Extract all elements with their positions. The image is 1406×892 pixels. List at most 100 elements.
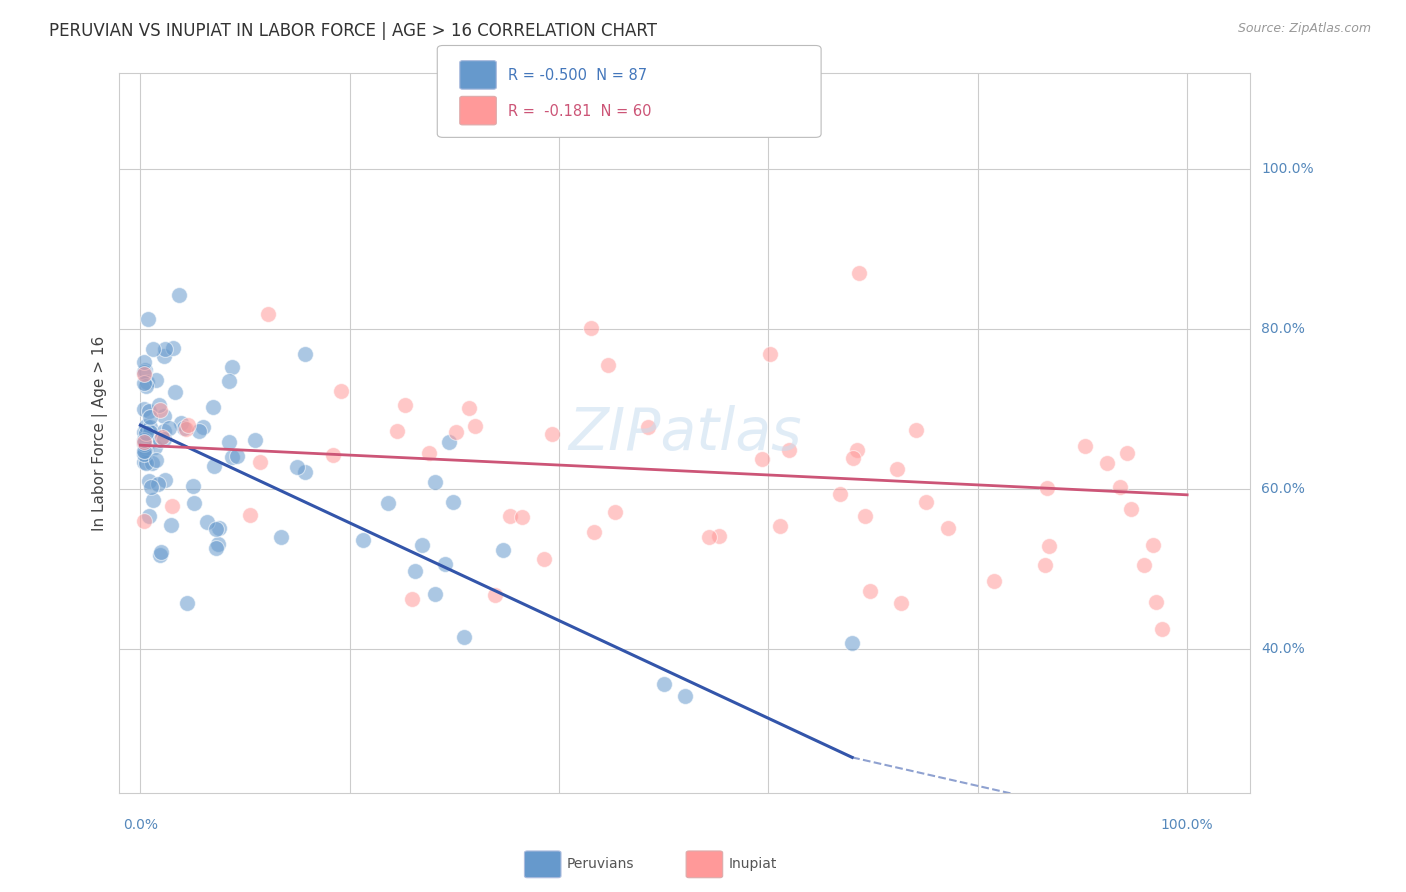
Point <box>207 537 229 551</box>
Point <box>437 435 460 450</box>
Point <box>174 422 197 436</box>
Point <box>652 676 675 690</box>
Point <box>433 557 456 571</box>
Point <box>425 587 447 601</box>
Point <box>153 433 176 447</box>
Point <box>188 425 211 439</box>
Point <box>257 307 280 321</box>
Point <box>134 443 156 458</box>
Point <box>135 375 157 389</box>
Point <box>1074 439 1097 453</box>
Point <box>132 401 155 416</box>
Point <box>596 358 619 372</box>
Point <box>153 425 176 439</box>
Point <box>491 542 513 557</box>
Point <box>637 420 659 434</box>
Text: R = -0.500  N = 87: R = -0.500 N = 87 <box>508 69 647 83</box>
Point <box>132 514 155 528</box>
Point <box>163 385 186 400</box>
Point <box>446 425 468 439</box>
Point <box>160 499 183 513</box>
Point <box>243 434 266 448</box>
Point <box>904 423 927 437</box>
Point <box>1108 480 1130 494</box>
Point <box>150 544 173 558</box>
Point <box>1142 538 1164 552</box>
Point <box>218 434 240 449</box>
Point <box>484 588 506 602</box>
Text: 80.0%: 80.0% <box>1261 322 1305 336</box>
Point <box>153 342 176 356</box>
Point <box>1119 501 1142 516</box>
Point <box>141 457 163 471</box>
Point <box>453 630 475 644</box>
Point <box>132 376 155 390</box>
Text: 100.0%: 100.0% <box>1161 818 1213 832</box>
Point <box>441 494 464 508</box>
Point <box>769 519 792 533</box>
Point <box>176 596 198 610</box>
Point <box>139 410 162 425</box>
Point <box>385 424 408 438</box>
Point <box>394 398 416 412</box>
Point <box>828 487 851 501</box>
Point <box>132 368 155 382</box>
Point <box>134 428 156 442</box>
Point <box>218 374 240 388</box>
Point <box>859 584 882 599</box>
Point <box>1150 622 1173 636</box>
Point <box>138 474 160 488</box>
Point <box>1033 558 1056 573</box>
Point <box>226 450 249 464</box>
Point <box>1036 481 1059 495</box>
Point <box>134 363 156 377</box>
Point <box>148 476 170 491</box>
Point <box>464 418 486 433</box>
Point <box>145 452 167 467</box>
Point <box>322 448 344 462</box>
Point <box>329 384 352 399</box>
Point <box>221 359 243 374</box>
Point <box>846 443 869 458</box>
Point <box>418 446 440 460</box>
Point <box>498 509 520 524</box>
Point <box>181 479 204 493</box>
Point <box>169 287 191 301</box>
Point <box>135 442 157 456</box>
Point <box>208 521 231 535</box>
Point <box>142 492 165 507</box>
Point <box>145 373 167 387</box>
Point <box>153 473 176 487</box>
Point <box>778 443 800 458</box>
Point <box>150 430 173 444</box>
Point <box>1038 539 1060 553</box>
Point <box>135 425 157 440</box>
Point <box>936 521 959 535</box>
Point <box>139 420 162 434</box>
Point <box>143 441 166 455</box>
Point <box>135 456 157 470</box>
Point <box>853 509 876 524</box>
Point <box>177 418 200 433</box>
Point <box>132 447 155 461</box>
Point <box>193 419 215 434</box>
Point <box>149 434 172 448</box>
Point <box>132 365 155 379</box>
Point <box>157 421 180 435</box>
Point <box>173 421 195 435</box>
Point <box>221 450 243 464</box>
Point <box>401 591 423 606</box>
Point <box>411 538 433 552</box>
Point <box>138 509 160 524</box>
Point <box>540 426 562 441</box>
Point <box>983 574 1005 589</box>
Point <box>153 409 176 423</box>
Point <box>294 465 316 479</box>
Point <box>751 452 773 467</box>
Point <box>183 496 205 510</box>
Text: 0.0%: 0.0% <box>122 818 157 832</box>
Point <box>841 636 863 650</box>
Point <box>533 551 555 566</box>
Point <box>352 533 374 547</box>
Text: 60.0%: 60.0% <box>1261 483 1305 496</box>
